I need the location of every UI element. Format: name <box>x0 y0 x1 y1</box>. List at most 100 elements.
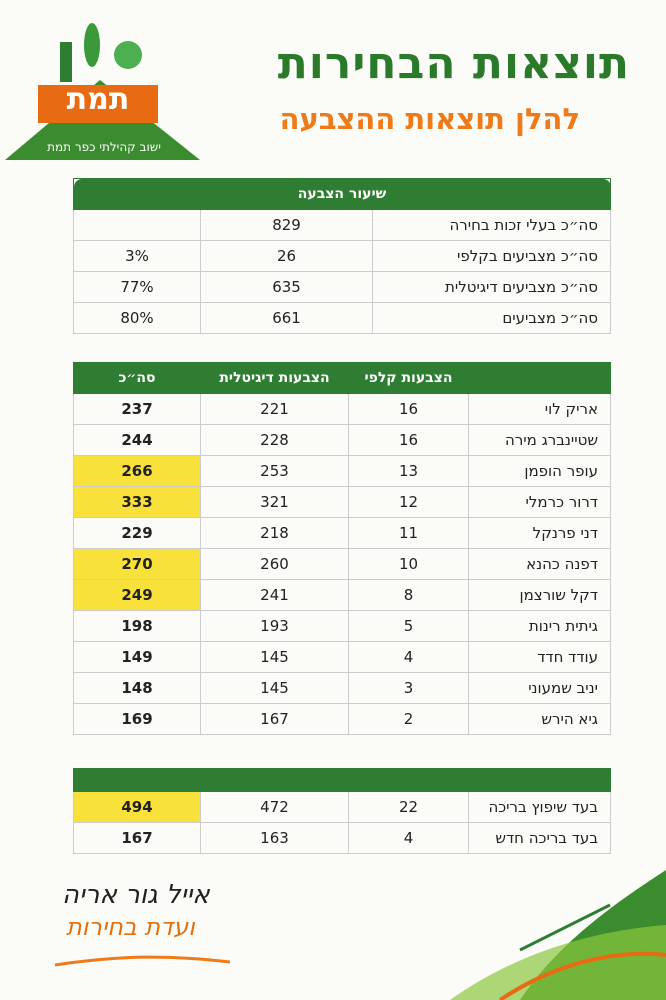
ballot: 8 <box>348 579 469 611</box>
digital: 221 <box>200 393 349 425</box>
digital: 218 <box>200 517 349 549</box>
digital: 163 <box>200 822 349 854</box>
name: שטיינברג מירה <box>468 424 611 456</box>
logo-name: תמת <box>66 82 130 117</box>
column-header: הצבעות קלפי <box>348 362 469 394</box>
row: בעד בריכה חדש 4 163 167 <box>73 822 611 854</box>
row: סה״כ בעלי זכות בחירה 829 <box>72 209 612 241</box>
row: סה״כ מצביעים 661 80% <box>72 302 612 334</box>
ballot: 13 <box>348 455 469 487</box>
row: עודד חדד 4 145 149 <box>73 641 611 673</box>
percent <box>72 209 202 241</box>
label: סה״כ מצביעים <box>372 302 612 334</box>
ballot: 5 <box>348 610 469 642</box>
row: גיתית רינות 5 193 198 <box>73 610 611 642</box>
name: עופר הופמן <box>468 455 611 487</box>
name: דרור כרמלי <box>468 486 611 518</box>
column-header: סה״כ <box>73 362 201 394</box>
name: דני פרנקל <box>468 517 611 549</box>
digital: 193 <box>200 610 349 642</box>
row: אריק לוי 16 221 237 <box>73 393 611 425</box>
ballot: 4 <box>348 822 469 854</box>
subtitle: להלן תוצאות ההצבעה <box>279 102 580 136</box>
total: 249 <box>73 579 201 611</box>
total: 270 <box>73 548 201 580</box>
digital: 260 <box>200 548 349 580</box>
row: דרור כרמלי 12 321 333 <box>73 486 611 518</box>
signature: אייל גור אריה <box>62 880 210 910</box>
digital: 228 <box>200 424 349 456</box>
row: דני פרנקל 11 218 229 <box>73 517 611 549</box>
row: עופר הופמן 13 253 266 <box>73 455 611 487</box>
ballot: 11 <box>348 517 469 549</box>
digital: 167 <box>200 703 349 735</box>
count: 635 <box>200 271 374 303</box>
row: שטיינברג מירה 16 228 244 <box>73 424 611 456</box>
total: 149 <box>73 641 201 673</box>
label: סה״כ בעלי זכות בחירה <box>372 209 612 241</box>
header-bar <box>73 768 611 792</box>
row: יניב שמעוני 3 145 148 <box>73 672 611 704</box>
name: דפנה כהנא <box>468 548 611 580</box>
count: 661 <box>200 302 374 334</box>
total: 237 <box>73 393 201 425</box>
name: עודד חדד <box>468 641 611 673</box>
name: דקל שורצמן <box>468 579 611 611</box>
row: סה״כ מצביעים דיגיטלית 635 77% <box>72 271 612 303</box>
total: 229 <box>73 517 201 549</box>
table-title: שיעור הצבעה <box>72 178 612 210</box>
ballot: 16 <box>348 424 469 456</box>
row: בעד שיפוץ בריכה 22 472 494 <box>73 791 611 823</box>
title: תוצאות הבחירות <box>277 38 630 89</box>
ballot: 4 <box>348 641 469 673</box>
name: גיתית רינות <box>468 610 611 642</box>
digital: 472 <box>200 791 349 823</box>
ballot: 22 <box>348 791 469 823</box>
ballot: 3 <box>348 672 469 704</box>
committee: ועדת בחירות <box>66 913 195 941</box>
total: 167 <box>73 822 201 854</box>
column-header: הצבעות דיגיטלית <box>200 362 349 394</box>
total: 494 <box>73 791 201 823</box>
ballot: 10 <box>348 548 469 580</box>
header-row: שיעור הצבעה <box>72 178 612 210</box>
total: 198 <box>73 610 201 642</box>
name: בעד בריכה חדש <box>468 822 611 854</box>
ballot: 2 <box>348 703 469 735</box>
row: דקל שורצמן 8 241 249 <box>73 579 611 611</box>
label: סה״כ מצביעים דיגיטלית <box>372 271 612 303</box>
total: 266 <box>73 455 201 487</box>
label: סה״כ מצביעים בקלפי <box>372 240 612 272</box>
header-row: הצבעות קלפי הצבעות דיגיטלית סה״כ <box>73 362 611 394</box>
total: 169 <box>73 703 201 735</box>
name: גיא הירש <box>468 703 611 735</box>
header-row <box>73 768 611 792</box>
total: 333 <box>73 486 201 518</box>
digital: 145 <box>200 672 349 704</box>
percent: 3% <box>72 240 202 272</box>
row: סה״כ מצביעים בקלפי 26 3% <box>72 240 612 272</box>
count: 829 <box>200 209 374 241</box>
digital: 321 <box>200 486 349 518</box>
row: דפנה כהנא 10 260 270 <box>73 548 611 580</box>
name: בעד שיפוץ בריכה <box>468 791 611 823</box>
ballot: 16 <box>348 393 469 425</box>
percent: 80% <box>72 302 202 334</box>
total: 244 <box>73 424 201 456</box>
header-cell <box>468 362 611 394</box>
logo-caption: ישוב קהילתי כפר תמת <box>47 140 161 154</box>
name: אריק לוי <box>468 393 611 425</box>
name: יניב שמעוני <box>468 672 611 704</box>
digital: 145 <box>200 641 349 673</box>
pool-table: בעד שיפוץ בריכה 22 472 494 בעד בריכה חדש 4 163… <box>73 768 611 854</box>
row: גיא הירש 2 167 169 <box>73 703 611 735</box>
count: 26 <box>200 240 374 272</box>
candidates-table: הצבעות קלפי הצבעות דיגיטלית סה״כ אריק לוי 16… <box>73 362 611 735</box>
total: 148 <box>73 672 201 704</box>
percent: 77% <box>72 271 202 303</box>
ballot: 12 <box>348 486 469 518</box>
digital: 241 <box>200 579 349 611</box>
